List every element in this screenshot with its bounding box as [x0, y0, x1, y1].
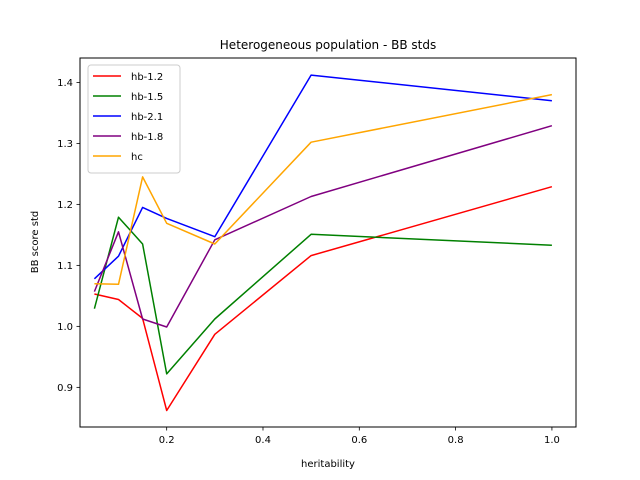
x-tick-label: 0.6 — [351, 435, 367, 446]
legend-label: hc — [131, 152, 143, 163]
x-axis: 0.2 0.4 0.6 0.8 1.0 — [159, 427, 560, 446]
series-line-hb-1.8 — [93, 124, 553, 328]
x-tick-label: 0.8 — [448, 435, 464, 446]
legend: hb-1.2 hb-1.5 hb-2.1 hb-1.8 hc — [87, 64, 181, 174]
legend-label: hb-2.1 — [131, 112, 163, 123]
y-tick-label: 1.4 — [57, 78, 73, 89]
series-layer — [93, 74, 553, 412]
legend-label: hb-1.8 — [131, 132, 163, 143]
plot-frame — [79, 57, 577, 428]
y-tick-label: 1.0 — [57, 322, 73, 333]
series-line-hb-1.5 — [93, 216, 552, 375]
y-axis: 0.9 1.0 1.1 1.2 1.3 1.4 — [57, 78, 80, 394]
series-line-hb-1.2 — [94, 185, 553, 412]
x-tick-label: 1.0 — [544, 435, 560, 446]
legend-label: hb-1.2 — [131, 72, 163, 83]
x-tick-label: 0.4 — [255, 435, 271, 446]
series-line-hb-2.1 — [93, 74, 552, 280]
chart-title: Heterogeneous population - BB stds — [220, 38, 436, 52]
legend-label: hb-1.5 — [131, 92, 163, 103]
y-tick-label: 1.3 — [57, 139, 73, 150]
y-tick-label: 1.2 — [57, 200, 73, 211]
x-tick-label: 0.2 — [159, 435, 175, 446]
legend-box — [87, 64, 181, 174]
series-line-hc — [94, 93, 553, 286]
y-tick-label: 1.1 — [57, 261, 73, 272]
y-axis-label: BB score std — [30, 211, 41, 273]
x-axis-label: heritability — [301, 459, 355, 470]
y-tick-label: 0.9 — [57, 383, 73, 394]
